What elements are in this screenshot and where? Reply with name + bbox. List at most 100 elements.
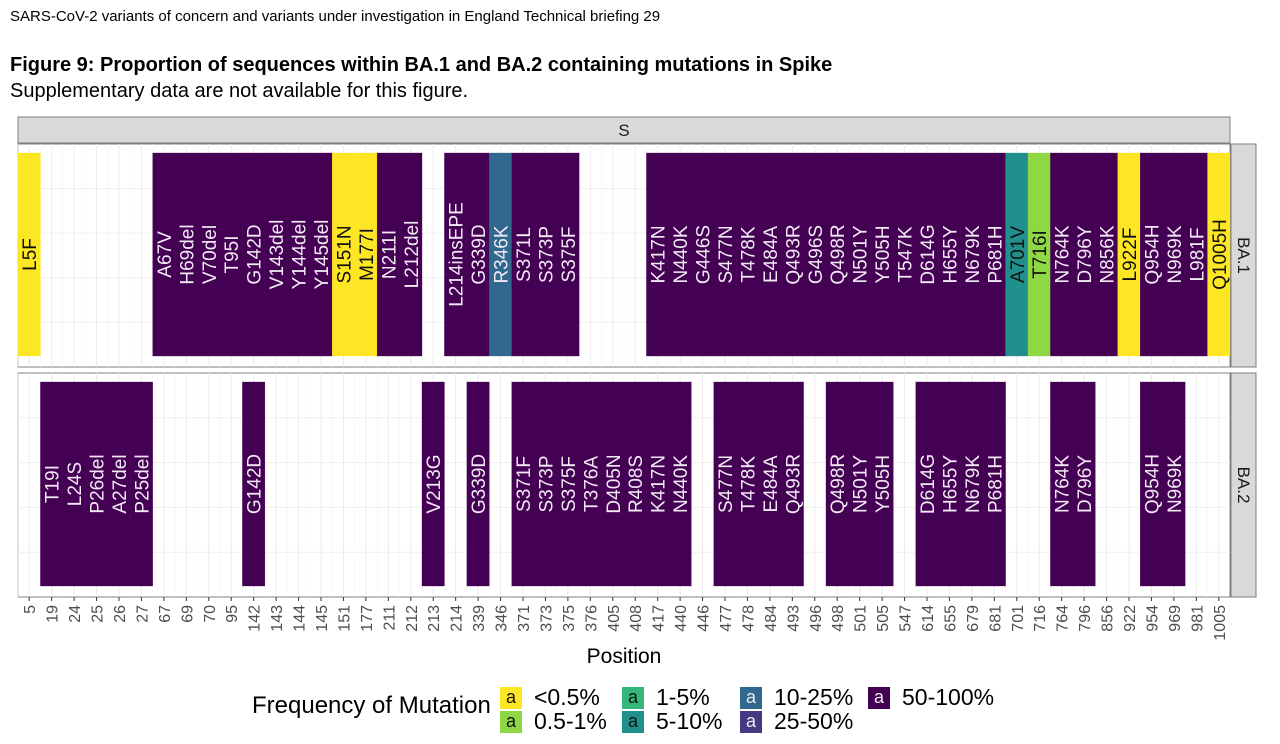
mutation-label: Y144del: [290, 220, 311, 290]
legend-title: Frequency of Mutation: [252, 692, 491, 719]
mutation-label: D614G: [918, 224, 939, 284]
mutation-label: P25del: [132, 454, 153, 513]
legend-swatch: a: [500, 686, 522, 709]
gene-strip-label: S: [618, 121, 629, 140]
legend-swatch: a: [622, 686, 644, 709]
legend-item: a 5-10%: [622, 708, 722, 735]
mutation-label: S477N: [716, 225, 737, 283]
mutation-label: Q1005H: [1210, 219, 1231, 290]
mutation-label: Y505H: [873, 455, 894, 513]
mutation-label: G446S: [694, 225, 715, 284]
mutation-label: N969K: [1165, 225, 1186, 283]
x-tick-label: 151: [336, 605, 353, 632]
x-tick-label: 408: [628, 605, 645, 632]
mutation-tile: [399, 152, 423, 357]
legend-label: 5-10%: [656, 708, 723, 734]
mutation-tile: [668, 381, 692, 587]
mutation-tile: [242, 381, 266, 587]
mutation-label: R346K: [492, 225, 513, 283]
mutation-label: V143del: [267, 220, 288, 290]
x-tick-label: 212: [404, 605, 421, 632]
x-tick-label: 498: [830, 605, 847, 632]
x-tick-label: 95: [224, 605, 241, 623]
mutation-label: T478K: [738, 226, 759, 282]
mutation-label: S371F: [514, 456, 535, 512]
legend-swatch: a: [868, 686, 890, 709]
legend-item: a 50-100%: [868, 684, 994, 711]
x-tick-label: 27: [134, 605, 151, 623]
mutation-label: S371L: [514, 227, 535, 282]
mutation-label: N501Y: [851, 455, 872, 513]
facet-strip: [1230, 372, 1257, 598]
mutation-label: D796Y: [1075, 225, 1096, 283]
legend-label: 1-5%: [656, 684, 710, 710]
document-header: SARS-CoV-2 variants of concern and varia…: [10, 8, 661, 25]
mutation-label: L5F: [20, 238, 41, 271]
x-tick-label: 478: [740, 605, 757, 632]
x-tick-label: 493: [785, 605, 802, 632]
x-tick-label: 922: [1122, 605, 1139, 632]
x-tick-label: 145: [314, 605, 331, 632]
mutation-label: P681H: [985, 225, 1006, 283]
mutation-label: T478K: [738, 456, 759, 512]
mutation-label: Q954H: [1142, 224, 1163, 284]
x-tick-label: 614: [920, 605, 937, 632]
mutation-label: N969K: [1165, 455, 1186, 513]
facet-strip-label: BA.1: [1234, 237, 1253, 274]
legend-label: 25-50%: [774, 708, 854, 734]
mutation-label: N856K: [1098, 225, 1119, 283]
mutation-tile: [556, 152, 580, 357]
x-tick-label: 969: [1167, 605, 1184, 632]
mutation-label: Q493R: [783, 224, 804, 284]
mutation-tile: [982, 381, 1006, 587]
mutation-label: S375F: [559, 456, 580, 512]
mutation-label: Y505H: [873, 225, 894, 283]
x-tick-label: 214: [449, 605, 466, 632]
mutation-label: D796Y: [1075, 455, 1096, 513]
legend-item: a 10-25%: [740, 684, 853, 711]
mutation-label: G339D: [469, 454, 490, 514]
mutation-label: D405N: [604, 454, 625, 513]
mutation-label: Q493R: [783, 454, 804, 514]
mutation-label: G142D: [245, 224, 266, 284]
figure-title: Figure 9: Proportion of sequences within…: [10, 54, 833, 76]
facet-strip-label: BA.2: [1234, 467, 1253, 504]
mutation-label: L981F: [1187, 228, 1208, 282]
x-tick-label: 440: [673, 605, 690, 632]
mutation-label: N440K: [671, 455, 692, 513]
mutation-label: T547K: [896, 226, 917, 282]
x-tick-label: 70: [202, 605, 219, 623]
mutation-tile: [130, 381, 153, 587]
x-tick-label: 484: [763, 605, 780, 632]
legend-label: 50-100%: [902, 684, 995, 710]
mutation-label: S373P: [536, 455, 557, 512]
mutation-label: V213G: [424, 454, 445, 513]
mutation-label: N764K: [1053, 455, 1074, 513]
mutation-label: N679K: [963, 225, 984, 283]
mutation-tile: [870, 381, 894, 587]
mutation-label: D614G: [918, 454, 939, 514]
x-tick-label: 505: [875, 605, 892, 632]
x-tick-label: 144: [292, 605, 309, 632]
mutation-label: T376A: [581, 456, 602, 512]
mutation-label: H655Y: [940, 225, 961, 283]
mutation-label: Q498R: [828, 454, 849, 514]
x-tick-label: 67: [157, 605, 174, 623]
x-tick-label: 25: [90, 605, 107, 623]
x-tick-label: 716: [1032, 605, 1049, 632]
mutation-label: H655Y: [940, 455, 961, 513]
mutation-label: T716I: [1030, 230, 1051, 279]
x-tick-label: 376: [583, 605, 600, 632]
mutation-label: A67V: [155, 231, 176, 278]
x-tick-label: 69: [179, 605, 196, 623]
gene-strip: [17, 116, 1231, 144]
x-tick-label: 417: [651, 605, 668, 632]
x-tick-label: 371: [516, 605, 533, 632]
legend-swatch: a: [740, 686, 762, 709]
mutation-tile: [17, 152, 41, 357]
x-tick-label: 477: [718, 605, 735, 632]
mutation-label: Y145del: [312, 220, 333, 290]
mutation-label: R408S: [626, 455, 647, 513]
x-tick-label: 24: [67, 605, 84, 623]
